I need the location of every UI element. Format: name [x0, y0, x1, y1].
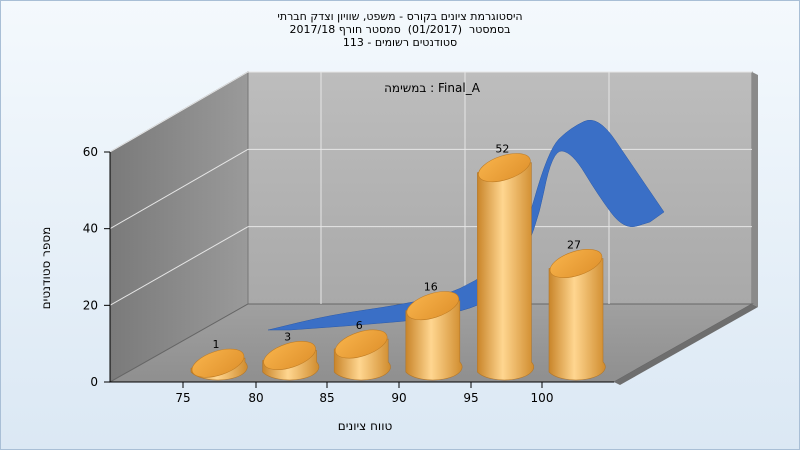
bar-value-label-0: 1 [213, 338, 220, 351]
bar-top-0 [191, 348, 245, 378]
x-tick-label-5: 100 [531, 391, 554, 405]
bar-4: 52 [477, 143, 534, 381]
bar-value-label-2: 6 [356, 319, 363, 332]
y-tick-label-0: 0 [90, 375, 98, 389]
title-line-1: היסטוגרמת ציונים בקורס - משפט, שוויון וצ… [277, 10, 523, 23]
bar-body-3 [405, 300, 463, 381]
bar-2: 6 [333, 319, 391, 381]
y-tick-label-2: 40 [83, 222, 98, 236]
y-tick-label-1: 20 [83, 298, 98, 312]
x-tick-label-3: 90 [391, 391, 406, 405]
y-tick-label-3: 60 [83, 145, 98, 159]
bar-body-4 [477, 162, 534, 381]
bar-0: 1 [190, 338, 248, 381]
bar-3: 16 [405, 281, 463, 381]
bar-value-label-3: 16 [424, 281, 438, 294]
bar-top-5 [549, 249, 603, 278]
chart-floor-edge [614, 304, 758, 385]
y-tick-labels: 0 20 40 60 [83, 145, 110, 389]
x-axis-title: טווח ציונים [338, 419, 393, 433]
title-line-3: סטודנטים רשומים - 113 [342, 36, 458, 49]
bar-value-label-4: 52 [495, 143, 509, 156]
bar-value-label-1: 3 [284, 331, 291, 344]
bar-top-2 [334, 329, 388, 359]
bar-top-4 [478, 153, 531, 183]
x-tick-label-0: 75 [175, 391, 190, 405]
gridline-side-3 [109, 71, 249, 153]
gridline-side-2 [109, 148, 249, 230]
chart-back-wall-edge [752, 72, 758, 307]
bar-value-label-5: 27 [567, 239, 581, 252]
bar-1: 3 [262, 331, 320, 381]
bars-group: 1 3 6 16 52 27 [190, 143, 606, 381]
bar-5: 27 [548, 239, 606, 381]
chart-subtitle: במשימה : Final_A [384, 81, 481, 95]
gridline-side-1 [109, 226, 249, 306]
x-tick-label-1: 80 [248, 391, 263, 405]
title-line-2: בסמסטר (01/2017) סמסטר חורף 2017/18 [289, 23, 511, 36]
x-tick-label-4: 95 [463, 391, 478, 405]
bar-body-5 [548, 258, 606, 381]
chart-title: היסטוגרמת ציונים בקורס - משפט, שוויון וצ… [150, 10, 650, 49]
x-tick-label-2: 85 [319, 391, 334, 405]
bar-top-3 [406, 291, 460, 321]
x-tick-labels: 75 80 85 90 95 100 [175, 382, 553, 405]
y-axis-title: מספר סטודנטים [39, 227, 53, 310]
bar-top-1 [263, 341, 316, 370]
